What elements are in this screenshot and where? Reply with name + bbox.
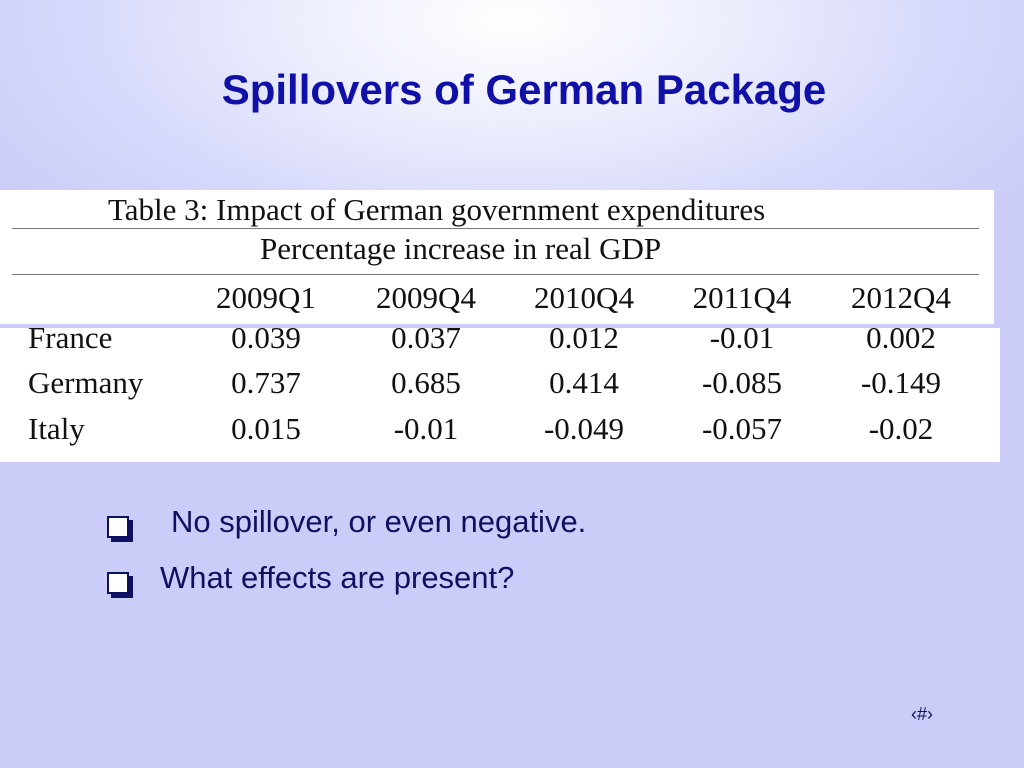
bullet-text: What effects are present? <box>160 560 515 595</box>
row-label: Italy <box>28 411 85 446</box>
column-header: 2009Q4 <box>376 280 476 315</box>
table-subtitle: Percentage increase in real GDP <box>260 231 662 266</box>
hollow-square-bullet-icon <box>107 572 129 594</box>
column-header: 2010Q4 <box>534 280 634 315</box>
table-cell: 0.039 <box>231 320 301 355</box>
column-header: 2012Q4 <box>851 280 951 315</box>
table-cell: -0.049 <box>543 411 625 446</box>
row-label: France <box>28 320 113 355</box>
slide-number: ‹#› <box>911 704 933 724</box>
table-cell: 0.012 <box>549 320 619 355</box>
table-cell: -0.085 <box>701 365 783 400</box>
hollow-square-bullet-icon <box>107 516 129 538</box>
table-cell: 0.685 <box>391 365 461 400</box>
row-label: Germany <box>28 365 144 400</box>
table-cell: 0.737 <box>231 365 301 400</box>
table-cell: -0.01 <box>393 411 459 446</box>
table-cell: -0.057 <box>701 411 783 446</box>
table-rule-middle <box>12 274 979 275</box>
table-cell: 0.037 <box>391 320 461 355</box>
table-cell: 0.414 <box>549 365 619 400</box>
table-cell: 0.015 <box>231 411 301 446</box>
table-cell: -0.01 <box>709 320 775 355</box>
table-cell: 0.002 <box>866 320 936 355</box>
column-header: 2011Q4 <box>692 280 792 315</box>
bullet-text: No spillover, or even negative. <box>171 504 587 539</box>
table-cell: -0.02 <box>868 411 934 446</box>
table-rule-top <box>12 228 979 229</box>
table-body-panel: France 0.039 0.037 0.012 -0.01 0.002 Ger… <box>0 320 1000 462</box>
table-cell: -0.149 <box>860 365 942 400</box>
gdp-impact-table: Table 3: Impact of German government exp… <box>0 190 1000 462</box>
slide-title: Spillovers of German Package <box>221 66 827 113</box>
table-header-panel: Table 3: Impact of German government exp… <box>0 190 994 324</box>
table-caption: Table 3: Impact of German government exp… <box>108 192 766 227</box>
column-header: 2009Q1 <box>216 280 316 315</box>
